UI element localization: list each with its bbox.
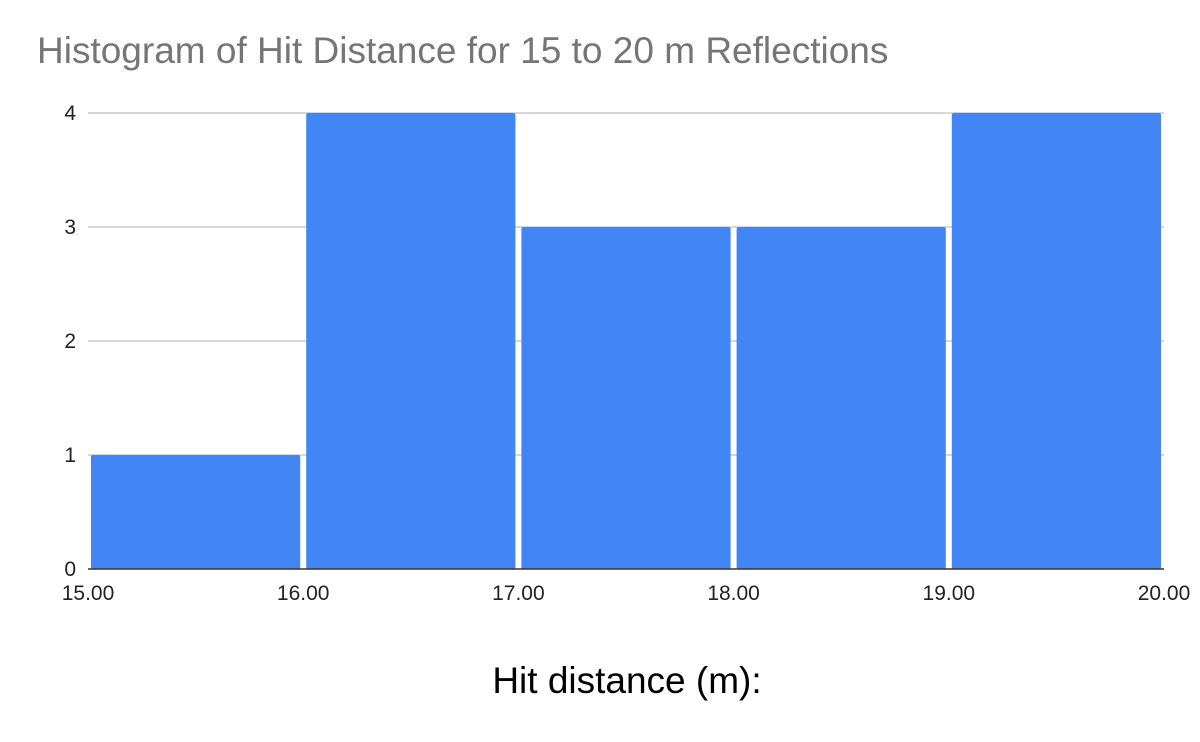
x-tick-label: 15.00 [62, 582, 115, 605]
chart-title: Histogram of Hit Distance for 15 to 20 m… [37, 30, 889, 71]
y-axis-ticks: 0 1 2 3 4 [64, 102, 76, 581]
x-tick-label: 20.00 [1138, 582, 1191, 605]
histogram-bar [736, 227, 946, 569]
x-tick-label: 18.00 [707, 582, 760, 605]
x-axis-ticks: 15.00 16.00 17.00 18.00 19.00 20.00 [62, 582, 1191, 605]
y-tick-label: 2 [64, 330, 76, 353]
y-tick-label: 1 [64, 444, 76, 467]
x-axis-label: Hit distance (m): [492, 660, 762, 701]
y-tick-label: 4 [64, 102, 76, 125]
histogram-bar [521, 227, 731, 569]
histogram-bar [951, 113, 1161, 569]
histogram-bars [91, 113, 1161, 569]
histogram-bar [306, 113, 516, 569]
histogram-bar [91, 455, 301, 569]
x-tick-label: 17.00 [492, 582, 545, 605]
x-tick-label: 19.00 [923, 582, 976, 605]
y-tick-label: 3 [64, 216, 76, 239]
x-tick-label: 16.00 [277, 582, 330, 605]
y-tick-label: 0 [64, 558, 76, 581]
